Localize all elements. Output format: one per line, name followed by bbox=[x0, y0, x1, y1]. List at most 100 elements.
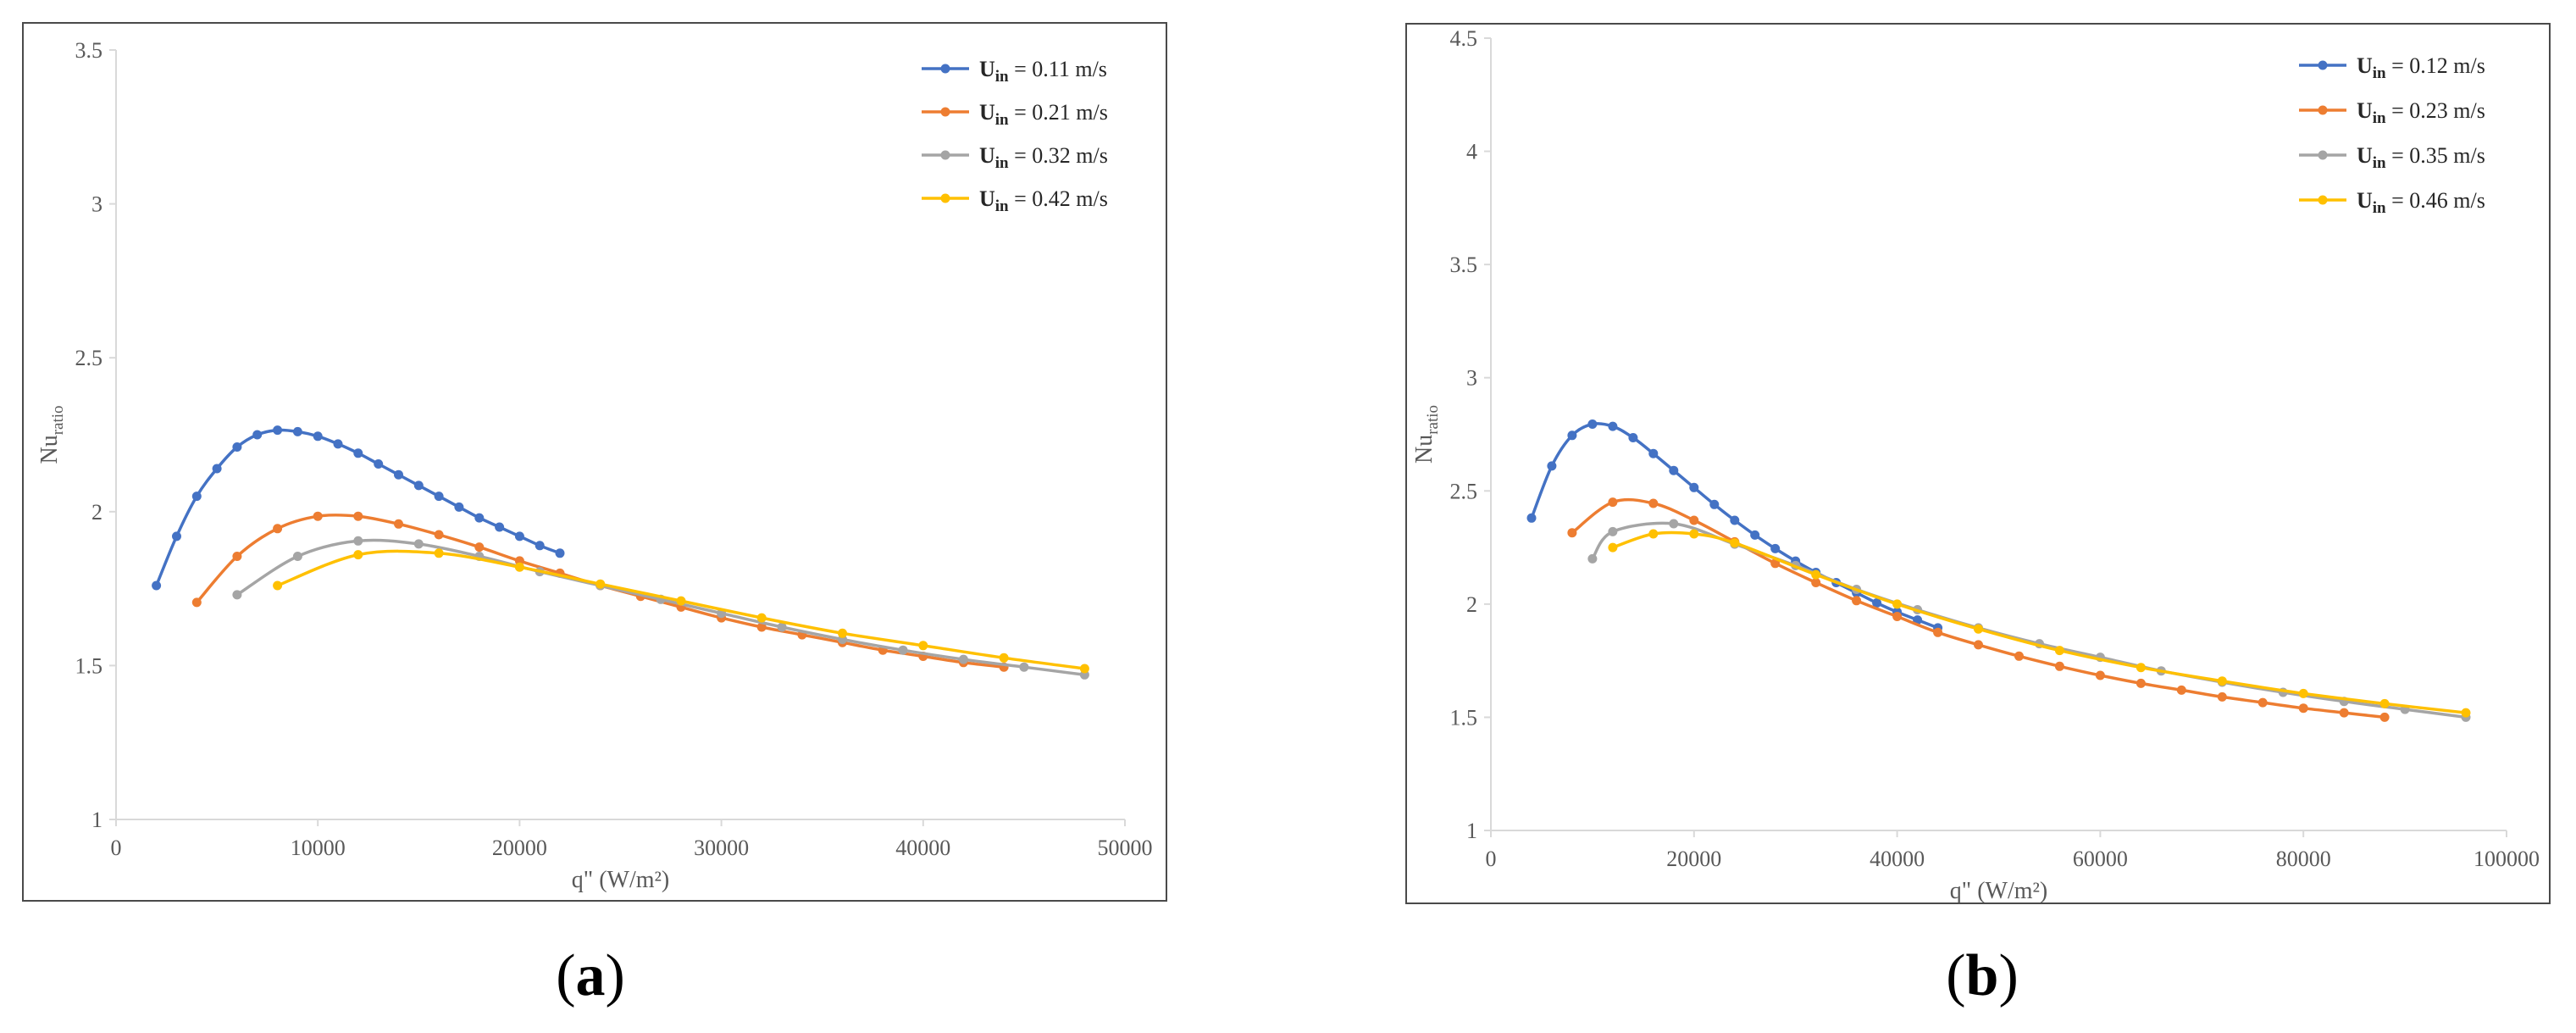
data-point bbox=[292, 552, 302, 561]
data-point bbox=[2136, 663, 2146, 673]
data-point bbox=[514, 562, 524, 572]
data-point bbox=[333, 439, 343, 449]
data-point bbox=[2095, 670, 2105, 680]
series-line-2 bbox=[195, 513, 1005, 669]
data-point bbox=[232, 552, 242, 561]
data-point bbox=[1628, 433, 1638, 442]
y-axis-title: Nuratio bbox=[1411, 405, 1442, 464]
data-point bbox=[838, 628, 847, 638]
data-point bbox=[514, 531, 524, 541]
data-point bbox=[1567, 528, 1577, 538]
data-point bbox=[252, 430, 263, 440]
chart-panel-a: 1 1.5 2 2.5 3 3.5 0 10000 20000 30000 40000 50000 q"… bbox=[22, 22, 1167, 902]
y-tick-label: 3.5 bbox=[75, 38, 103, 63]
data-point bbox=[353, 550, 363, 560]
data-point bbox=[756, 622, 767, 632]
legend-label: Uin = 0.35 m/s bbox=[2357, 143, 2485, 172]
legend-label: Uin = 0.32 m/s bbox=[979, 143, 1108, 172]
data-point bbox=[353, 536, 363, 546]
legend-label: Uin = 0.42 m/s bbox=[979, 186, 1108, 215]
data-point bbox=[1608, 526, 1618, 536]
data-point bbox=[1608, 542, 1618, 553]
data-point bbox=[495, 522, 505, 532]
legend-swatch-marker bbox=[940, 64, 950, 74]
x-tick-label: 20000 bbox=[1666, 847, 1721, 871]
data-point bbox=[2379, 712, 2390, 722]
data-point bbox=[1750, 530, 1760, 540]
data-point bbox=[232, 442, 242, 452]
x-tick-label: 20000 bbox=[492, 836, 547, 860]
data-point bbox=[898, 645, 908, 655]
x-tick-label: 30000 bbox=[694, 836, 749, 860]
data-point bbox=[273, 524, 283, 534]
data-point bbox=[1730, 538, 1740, 548]
x-tick-label: 10000 bbox=[291, 836, 346, 860]
data-point bbox=[434, 548, 444, 558]
legend-swatch-marker bbox=[940, 193, 950, 203]
data-point bbox=[1587, 553, 1598, 564]
x-axis-title: q" (W/m²) bbox=[1950, 878, 2047, 902]
data-point bbox=[918, 641, 928, 651]
data-point bbox=[1547, 461, 1557, 471]
x-tick-label: 50000 bbox=[1098, 836, 1153, 860]
chart-b-svg: 1 1.5 2 2.5 3 3.5 4 4.5 0 20000 40000 60000 80000 100… bbox=[1411, 26, 2540, 902]
data-point bbox=[1872, 598, 1882, 608]
y-tick-label: 1 bbox=[1466, 819, 1477, 843]
data-point bbox=[152, 580, 162, 591]
data-point bbox=[191, 597, 202, 608]
data-point bbox=[292, 426, 302, 436]
data-point bbox=[273, 425, 283, 436]
legend-label: Uin = 0.46 m/s bbox=[2357, 188, 2485, 217]
data-point bbox=[1648, 498, 1659, 508]
data-point bbox=[2176, 685, 2186, 695]
data-point bbox=[999, 653, 1009, 663]
data-point bbox=[1933, 627, 1943, 637]
data-point bbox=[353, 511, 363, 521]
data-point bbox=[1892, 612, 1903, 621]
data-point bbox=[1567, 430, 1577, 441]
y-tick-label: 4 bbox=[1466, 140, 1477, 164]
data-point bbox=[1811, 578, 1821, 587]
data-point bbox=[1669, 465, 1679, 475]
data-point bbox=[2054, 646, 2064, 656]
legend-swatch-marker bbox=[2318, 105, 2328, 115]
data-point bbox=[1587, 419, 1598, 429]
chart-a-svg: 1 1.5 2 2.5 3 3.5 0 10000 20000 30000 40000 50000 q"… bbox=[36, 38, 1153, 893]
data-point bbox=[2461, 708, 2471, 718]
data-point bbox=[313, 431, 323, 442]
x-tick-label: 40000 bbox=[1870, 847, 1925, 871]
data-point bbox=[353, 448, 363, 458]
y-tick-label: 2 bbox=[91, 500, 102, 525]
data-point bbox=[374, 459, 384, 469]
series-line-3 bbox=[1591, 521, 2467, 719]
y-tick-label: 3 bbox=[91, 192, 102, 217]
x-tick-label: 0 bbox=[111, 836, 122, 860]
data-point bbox=[394, 519, 403, 529]
legend-label: Uin = 0.11 m/s bbox=[979, 57, 1107, 86]
legend-label: Uin = 0.12 m/s bbox=[2357, 53, 2485, 82]
data-point bbox=[596, 579, 606, 589]
data-point bbox=[756, 613, 767, 623]
data-point bbox=[2298, 703, 2308, 714]
data-point bbox=[535, 541, 545, 551]
data-point bbox=[1608, 421, 1618, 431]
data-point bbox=[1974, 640, 1983, 650]
data-point bbox=[1526, 513, 1537, 523]
data-point bbox=[394, 469, 403, 480]
x-tick-label: 0 bbox=[1486, 847, 1497, 871]
legend-swatch-marker bbox=[2318, 195, 2328, 205]
data-point bbox=[474, 542, 485, 553]
data-point bbox=[273, 580, 283, 591]
data-point bbox=[413, 539, 424, 549]
legend-swatch-marker bbox=[2318, 150, 2328, 160]
data-point bbox=[2136, 678, 2146, 688]
data-point bbox=[454, 502, 464, 512]
data-point bbox=[555, 548, 565, 558]
legend-swatch-marker bbox=[940, 150, 950, 160]
series-line-3 bbox=[235, 538, 1085, 677]
data-point bbox=[434, 530, 444, 540]
legend-swatch-marker bbox=[2318, 60, 2328, 70]
x-tick-label: 60000 bbox=[2073, 847, 2128, 871]
data-point bbox=[232, 590, 242, 600]
y-tick-label: 1.5 bbox=[75, 653, 103, 678]
